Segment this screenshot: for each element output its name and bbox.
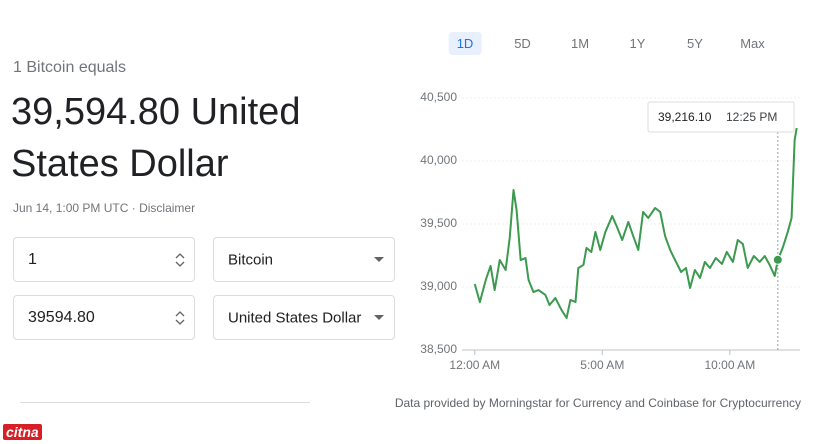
y-tick-label: 38,500 bbox=[420, 342, 457, 356]
separator: · bbox=[131, 201, 136, 215]
range-tab[interactable]: 5Y bbox=[687, 36, 703, 51]
y-tick-label: 40,500 bbox=[420, 90, 457, 104]
spinner[interactable] bbox=[174, 252, 186, 268]
range-tab[interactable]: 1Y bbox=[629, 36, 646, 51]
price-line bbox=[473, 127, 798, 319]
result: 39,594.80 United States Dollar bbox=[11, 91, 301, 185]
footer: Data provided by Morningstar for Currenc… bbox=[394, 396, 801, 410]
timestamp-row: Jun 14, 1:00 PM UTC · Disclaimer bbox=[13, 201, 195, 215]
amount-input[interactable]: 1 bbox=[13, 237, 195, 282]
currency-select[interactable]: Bitcoin bbox=[213, 237, 395, 282]
tooltip-value: 39,216.10 bbox=[658, 110, 712, 124]
currency-select[interactable]: United States Dollar bbox=[213, 295, 395, 340]
y-tick-label: 39,000 bbox=[420, 279, 457, 293]
watermark: citna bbox=[3, 424, 42, 440]
y-tick-label: 39,500 bbox=[420, 216, 457, 230]
y-tick-label: 40,000 bbox=[420, 153, 457, 167]
amount-input[interactable]: 39594.80 bbox=[13, 295, 195, 340]
dropdown-arrow bbox=[374, 256, 384, 262]
x-tick-label: 5:00 AM bbox=[580, 358, 624, 372]
hover-point bbox=[772, 254, 783, 265]
range-tab[interactable]: 5D bbox=[514, 36, 531, 51]
heading: 1 Bitcoin equals bbox=[13, 59, 126, 76]
amount-text: 1 bbox=[28, 250, 37, 268]
x-tick-label: 10:00 AM bbox=[704, 358, 755, 372]
tooltip bbox=[647, 101, 795, 133]
range-tab[interactable]: 1D bbox=[448, 32, 482, 55]
tooltip-time: 12:25 PM bbox=[726, 110, 777, 124]
dropdown-arrow bbox=[374, 314, 384, 320]
amount-text: 39594.80 bbox=[28, 308, 95, 326]
timestamp: Jun 14, 1:00 PM UTC bbox=[13, 201, 129, 215]
currency-text: Bitcoin bbox=[228, 251, 274, 268]
currency-text: United States Dollar bbox=[228, 309, 362, 326]
x-tick-label: 12:00 AM bbox=[449, 358, 500, 372]
range-tab[interactable]: 1M bbox=[570, 36, 590, 51]
range-tab[interactable]: Max bbox=[740, 36, 765, 51]
divider bbox=[20, 402, 310, 403]
spinner[interactable] bbox=[174, 310, 186, 326]
disclaimer[interactable]: Disclaimer bbox=[139, 201, 196, 215]
